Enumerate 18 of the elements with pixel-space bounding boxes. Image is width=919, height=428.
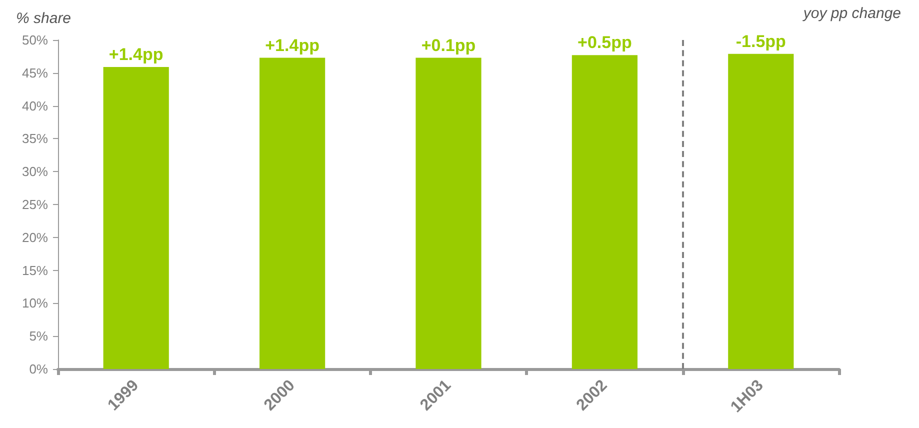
y-tick-label: 30% xyxy=(22,164,48,180)
text: yoy pp change xyxy=(802,5,902,22)
y-tick-label: 50% xyxy=(22,32,48,48)
y-tick-label: 20% xyxy=(22,230,48,245)
y-axis-title: % share xyxy=(16,10,72,27)
y-tick-label: 45% xyxy=(22,65,48,80)
annotation: +0.5pp xyxy=(578,33,632,52)
y-tick-label: 5% xyxy=(29,328,48,344)
y-tick-label: 35% xyxy=(22,131,48,146)
y-tick-label: 40% xyxy=(22,98,48,114)
annotation: +1.4pp xyxy=(265,36,320,55)
y-tick-label: 10% xyxy=(22,296,48,311)
annotation: +0.1pp xyxy=(421,36,476,55)
annotation: -1.5pp xyxy=(736,32,786,51)
y-tick-label: 15% xyxy=(22,262,48,278)
y-tick-label: 25% xyxy=(22,197,48,212)
y-tick-label: 0% xyxy=(29,362,48,376)
annotation: +1.4pp xyxy=(108,44,164,64)
